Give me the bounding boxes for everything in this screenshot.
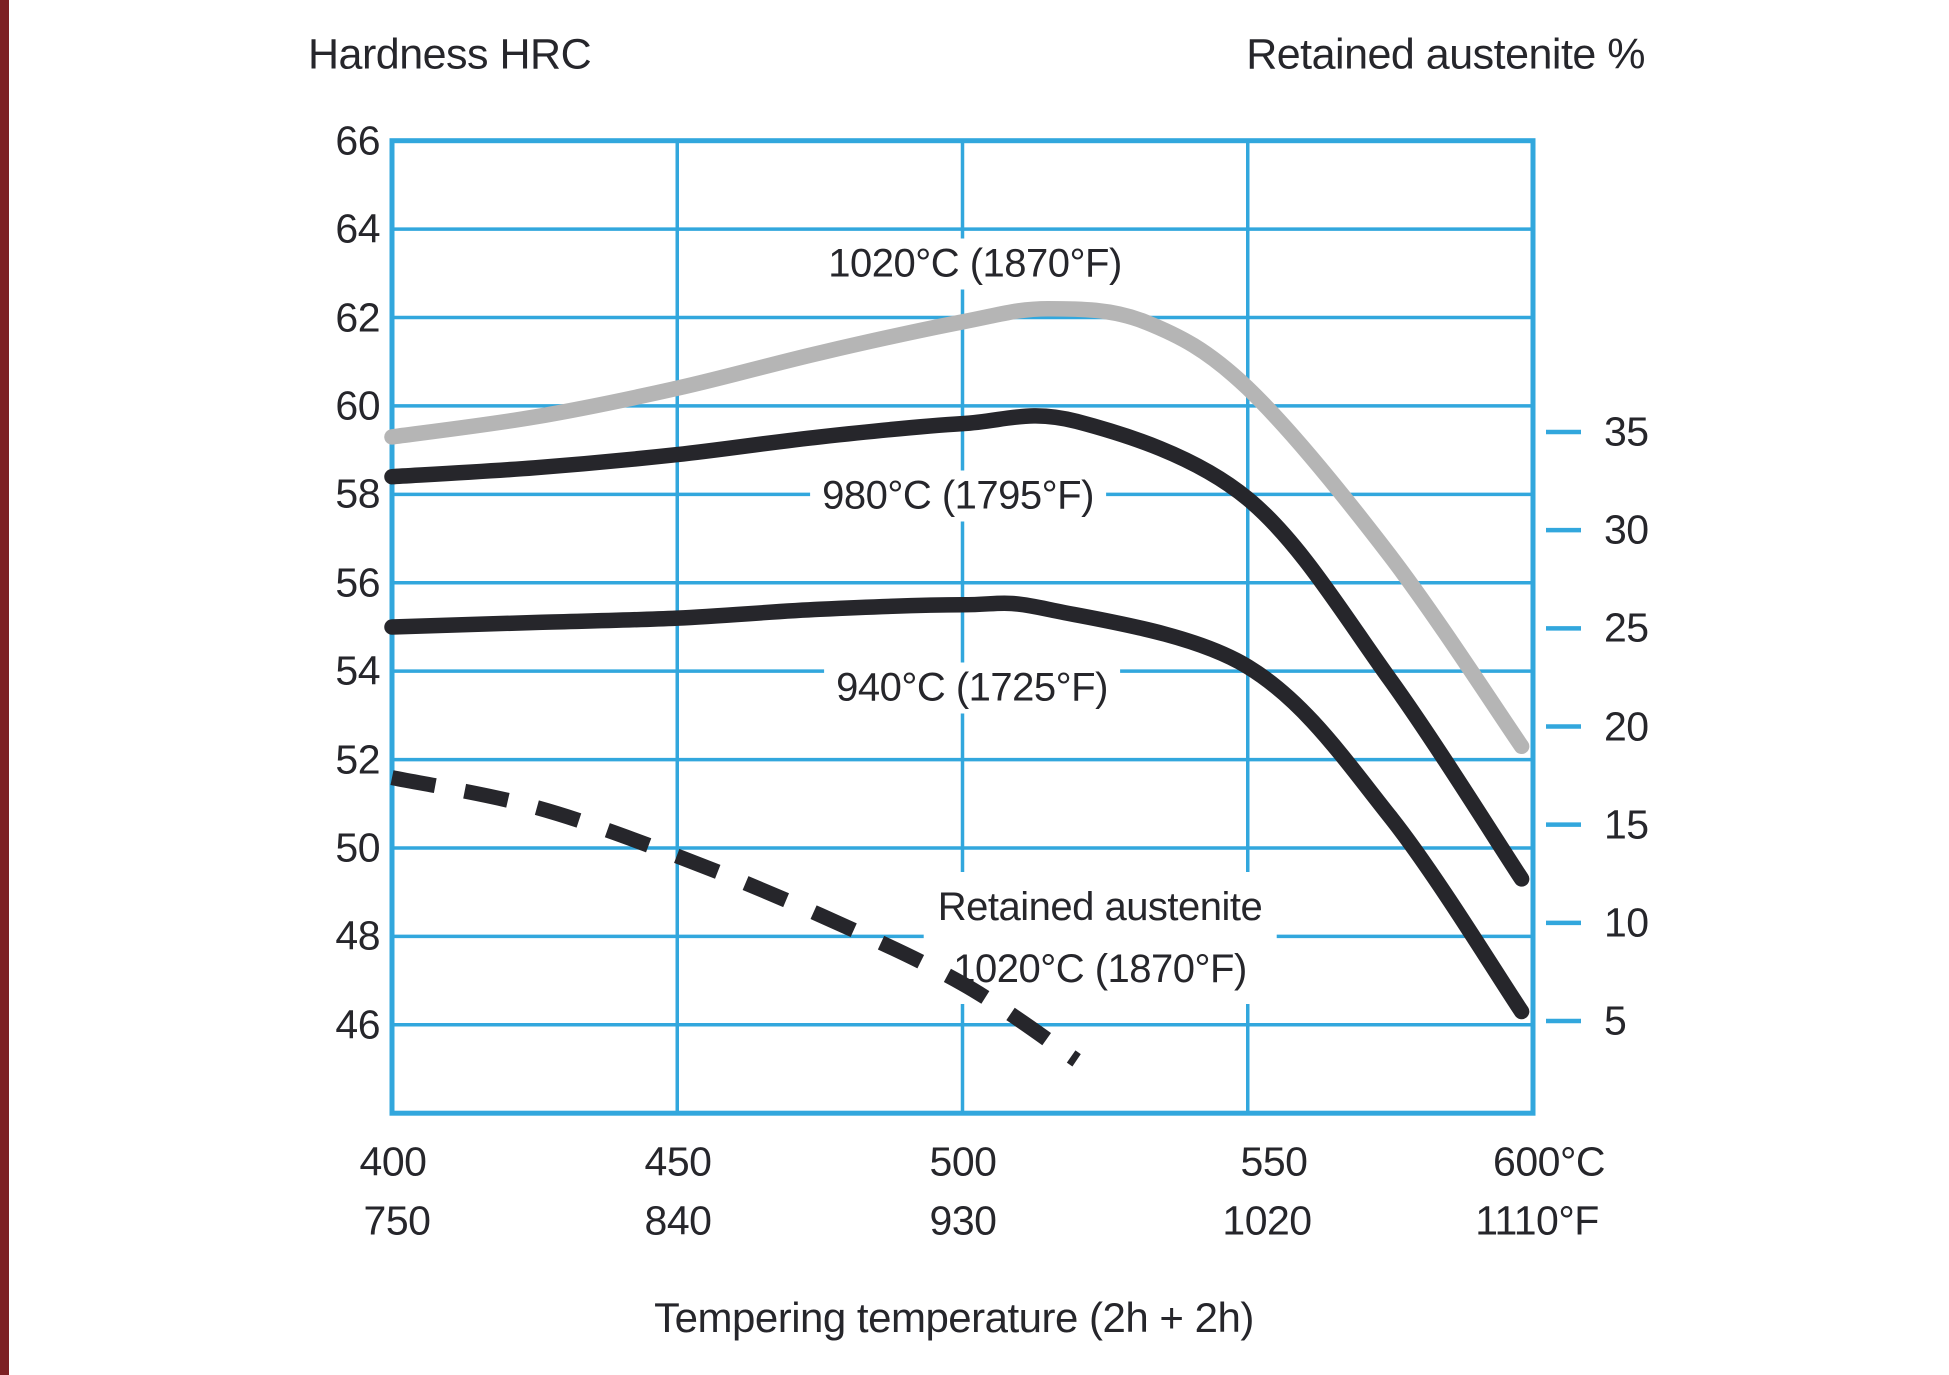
curve-label-retained-austenite: Retained austenite 1020°C (1870°F): [923, 872, 1277, 1004]
x-tick-fahrenheit-0: 750: [363, 1197, 431, 1244]
left-tick-label-64: 64: [335, 205, 380, 252]
left-tick-label-50: 50: [335, 824, 380, 871]
x-tick-fahrenheit-4: 1110°F: [1475, 1197, 1599, 1244]
left-tick-label-66: 66: [335, 117, 380, 164]
retained-austenite-label-line1: Retained austenite: [937, 885, 1263, 929]
x-tick-celsius-0: 400: [359, 1138, 427, 1185]
x-tick-fahrenheit-3: 1020: [1222, 1197, 1312, 1244]
x-tick-celsius-4: 600°C: [1493, 1138, 1605, 1185]
right-tick-label-5: 5: [1604, 997, 1627, 1044]
x-tick-celsius-2: 500: [929, 1138, 997, 1185]
curve-label-1020: 1020°C (1870°F): [816, 238, 1134, 290]
x-tick-celsius-1: 450: [644, 1138, 712, 1185]
left-tick-label-58: 58: [335, 470, 380, 517]
x-tick-fahrenheit-1: 840: [644, 1197, 712, 1244]
left-tick-label-56: 56: [335, 559, 380, 606]
curve-label-940: 940°C (1725°F): [824, 662, 1120, 714]
left-tick-label-52: 52: [335, 736, 380, 783]
left-tick-label-46: 46: [335, 1001, 380, 1048]
left-tick-label-62: 62: [335, 294, 380, 341]
left-tick-label-60: 60: [335, 382, 380, 429]
page-edge-strip: [0, 0, 9, 1375]
right-tick-label-20: 20: [1604, 703, 1649, 749]
x-tick-celsius-3: 550: [1240, 1138, 1308, 1185]
retained-austenite-label-line2: 1020°C (1870°F): [953, 947, 1247, 991]
x-axis-title: Tempering temperature (2h + 2h): [654, 1294, 1254, 1341]
left-tick-label-48: 48: [335, 912, 380, 959]
right-axis-title: Retained austenite %: [1246, 30, 1645, 79]
right-tick-label-25: 25: [1604, 604, 1649, 651]
right-tick-label-35: 35: [1604, 408, 1649, 455]
left-axis-title: Hardness HRC: [308, 30, 592, 79]
right-tick-label-30: 30: [1604, 506, 1649, 553]
right-tick-label-10: 10: [1604, 899, 1649, 946]
right-tick-label-15: 15: [1604, 801, 1649, 848]
left-tick-label-54: 54: [335, 647, 380, 694]
curve-label-980: 980°C (1795°F): [810, 470, 1106, 522]
x-tick-fahrenheit-2: 930: [929, 1197, 997, 1244]
